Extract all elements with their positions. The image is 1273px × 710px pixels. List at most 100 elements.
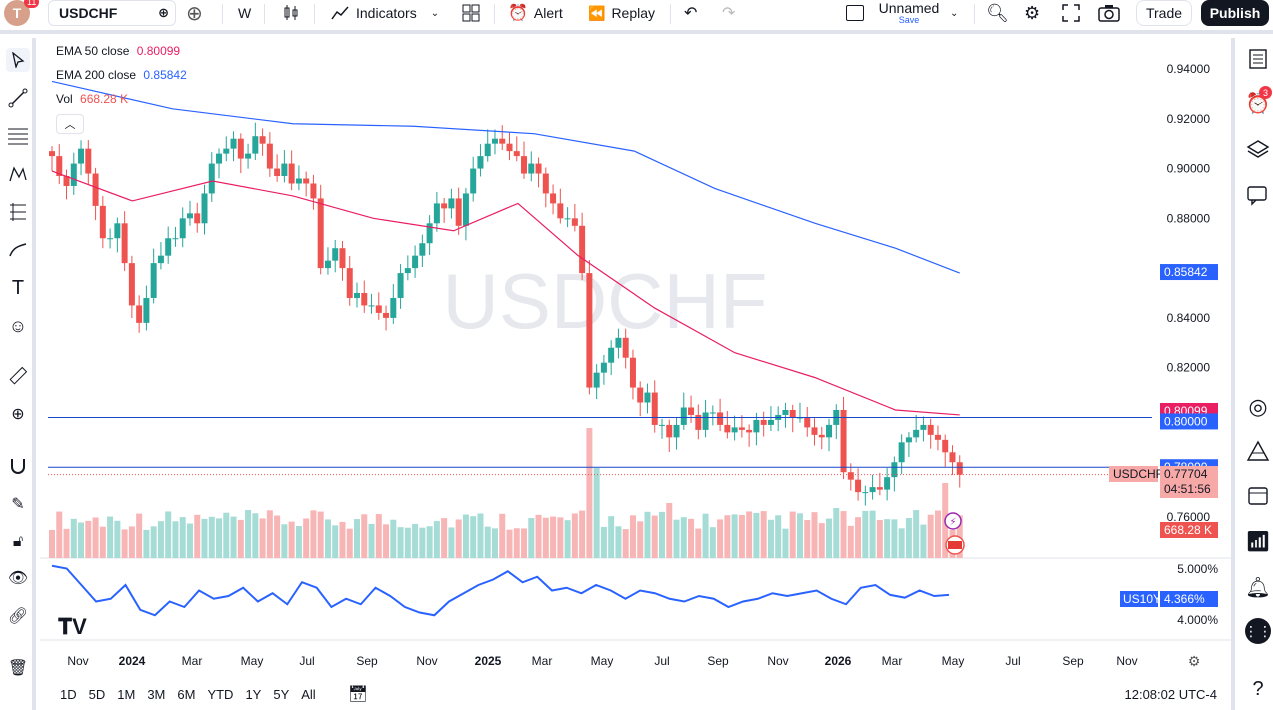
range-button-5y[interactable]: 5Y (273, 686, 290, 702)
broadcast-icon[interactable]: 📶︎ (1245, 530, 1271, 553)
volume-bar (775, 515, 782, 558)
link-icon[interactable]: 🔗︎ (7, 608, 29, 625)
candle-body (688, 407, 695, 415)
cursor-icon[interactable] (6, 48, 30, 72)
drawing-toolbar: T ☺ ⊕ ✎ 🔓︎ 👁︎ 🔗︎ 🗑︎ (0, 38, 36, 710)
volume-bar (600, 526, 607, 558)
layout-name-button[interactable]: Unnamed Save (874, 0, 944, 26)
candle-body (121, 223, 128, 264)
lock-drawing-pencil-icon[interactable]: ✎ (11, 496, 25, 513)
redo-icon[interactable]: ↷ (722, 5, 736, 22)
candle-body (288, 163, 295, 184)
replay-button[interactable]: ⏪ Replay (588, 0, 655, 26)
layout-toggle-icon[interactable] (846, 0, 864, 26)
line1-price-tag: 0.80000 (1164, 414, 1208, 428)
range-button-all[interactable]: All (301, 686, 316, 702)
ema200-legend[interactable]: EMA 200 close 0.85842 (56, 68, 187, 82)
interval-button[interactable]: W (238, 5, 252, 21)
camera-icon[interactable] (1098, 0, 1120, 26)
settings-gear-icon[interactable]: ⚙ (1024, 2, 1041, 23)
range-button-ytd[interactable]: YTD (207, 686, 234, 702)
trade-button[interactable]: Trade (1136, 0, 1192, 26)
user-avatar[interactable]: T 11 (4, 0, 40, 26)
flash-event-icon (944, 512, 962, 530)
chat-icon[interactable] (1245, 182, 1271, 208)
time-tick-label: May (942, 654, 965, 668)
publish-button[interactable]: Publish (1201, 0, 1269, 26)
more-widgets-icon[interactable]: ⋮⋮ (1244, 618, 1272, 644)
time-tick-label: 2024 (119, 654, 146, 668)
candle-body (194, 213, 201, 224)
search-icon[interactable]: 🔍︎ (986, 2, 1009, 23)
candle-body (295, 178, 302, 184)
volume-bar (259, 518, 266, 558)
volume-bar (477, 513, 484, 558)
target-icon[interactable]: ◎ (1248, 394, 1268, 419)
collapse-legend-chevron-icon[interactable]: ︿ (56, 114, 84, 134)
price-chart[interactable]: USDCHF 0.94000 0.92000 0.90000 0.88000 0.8400… (40, 38, 1231, 674)
price-tick-label: 0.88000 (1167, 211, 1211, 225)
candle-body (368, 305, 375, 307)
indicators-button[interactable]: Indicators ⌄ (330, 0, 439, 26)
rewind-icon: ⏪ (588, 4, 606, 21)
layers-icon[interactable] (1245, 136, 1271, 162)
clock-timezone[interactable]: 12:08:02 UTC-4 (1124, 686, 1218, 702)
alert-button[interactable]: ⏰ Alert (508, 0, 563, 26)
triangle-ideas-icon[interactable] (1245, 438, 1271, 464)
chart-pane[interactable]: USDCHF 0.94000 0.92000 0.90000 0.88000 0.8400… (40, 38, 1231, 674)
fullscreen-icon[interactable] (1062, 0, 1080, 26)
magnet-icon[interactable] (6, 454, 30, 478)
volume-bar (680, 517, 687, 558)
ema50-legend[interactable]: EMA 50 close 0.80099 (56, 44, 180, 58)
zoom-in-icon[interactable]: ⊕ (11, 406, 25, 423)
range-button-6m[interactable]: 6M (177, 686, 196, 702)
add-symbol-icon[interactable]: ⊕ (186, 2, 203, 25)
eye-icon[interactable]: 👁︎ (7, 570, 29, 587)
text-tool-icon[interactable]: T (11, 276, 25, 299)
watchlist-icon[interactable] (1245, 46, 1271, 72)
date-range-calendar-icon[interactable]: 📅︎ (347, 686, 369, 703)
ruler-icon[interactable] (6, 364, 30, 388)
undo-icon[interactable]: ↶ (684, 5, 698, 22)
tradingview-logo: 𝐓V (58, 614, 87, 639)
trend-line-icon[interactable] (6, 86, 30, 110)
range-button-3m[interactable]: 3M (147, 686, 166, 702)
candle-body (811, 427, 818, 435)
volume-bar (702, 513, 709, 558)
volume-bar (332, 525, 339, 558)
trash-icon[interactable]: 🗑︎ (7, 660, 29, 677)
volume-bar (586, 428, 593, 558)
notifications-bell-icon[interactable]: 🔔︎ (1245, 576, 1271, 599)
range-button-5d[interactable]: 5D (88, 686, 106, 702)
emoji-icon[interactable]: ☺ (8, 315, 28, 336)
candle-body (905, 437, 912, 443)
volume-bar (310, 510, 317, 558)
help-icon[interactable]: ? (1252, 677, 1264, 700)
patterns-icon[interactable] (6, 162, 30, 186)
volume-legend[interactable]: Vol 668.28 K (56, 92, 128, 106)
ema50-line (51, 170, 960, 416)
templates-icon[interactable] (462, 0, 480, 26)
candle-body (339, 248, 346, 269)
volume-tag-bg (1160, 522, 1218, 538)
volume-bar (521, 528, 528, 558)
avatar-badge: 11 (24, 0, 40, 8)
prediction-tools-icon[interactable] (6, 200, 30, 224)
range-button-1d[interactable]: 1D (60, 686, 77, 702)
us10y-tick-top: 5.000% (1177, 562, 1218, 576)
candle-type-icon[interactable] (282, 0, 300, 26)
compare-symbol-icon[interactable]: ⊕ (158, 5, 169, 20)
lock-icon[interactable]: 🔓︎ (12, 533, 24, 550)
symbol-search-button[interactable]: USDCHF ⊕ (48, 0, 176, 26)
range-button-1m[interactable]: 1M (117, 686, 136, 702)
candle-body (114, 223, 121, 239)
volume-bar (441, 518, 448, 558)
range-button-1y[interactable]: 1Y (245, 686, 262, 702)
fib-retracement-icon[interactable] (6, 124, 30, 148)
brush-icon[interactable] (6, 238, 30, 262)
volume-bar (404, 527, 411, 558)
candle-body (165, 238, 172, 256)
layout-chevron-icon[interactable]: ⌄ (950, 7, 959, 19)
calendar-icon[interactable] (1245, 482, 1271, 508)
time-tick-label: 2026 (825, 654, 852, 668)
